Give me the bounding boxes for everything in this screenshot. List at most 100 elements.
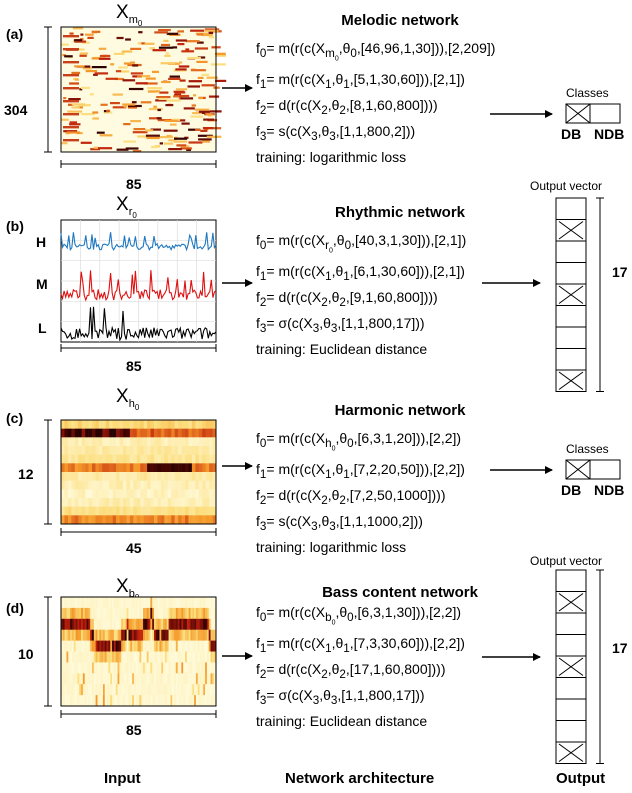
heatmap-cell bbox=[102, 515, 107, 525]
heatmap-cell bbox=[92, 618, 95, 630]
heatmap-cell bbox=[99, 629, 102, 641]
heatmap-cell bbox=[61, 437, 65, 447]
heatmap-cell bbox=[175, 597, 178, 609]
heatmap-cell bbox=[102, 673, 106, 685]
heatmap-cell bbox=[110, 673, 113, 685]
heatmap-cell bbox=[64, 607, 67, 620]
heatmap-cell bbox=[61, 498, 65, 507]
heatmap-cell bbox=[148, 90, 161, 93]
heatmap-cell bbox=[181, 50, 195, 53]
heatmap-cell bbox=[122, 79, 136, 82]
heatmap-cell bbox=[139, 684, 142, 696]
heatmap-cell bbox=[143, 640, 146, 652]
heatmap-cell bbox=[121, 607, 124, 620]
heatmap-cell bbox=[168, 695, 171, 707]
heatmap-cell bbox=[185, 597, 188, 609]
heatmap-cell bbox=[123, 597, 126, 609]
heatmap-cell bbox=[157, 506, 162, 516]
heatmap-cell bbox=[164, 651, 168, 663]
heatmap-cell bbox=[110, 618, 113, 630]
heatmap-cell bbox=[123, 673, 126, 685]
heatmap-cell bbox=[188, 629, 191, 641]
heatmap-cell bbox=[139, 695, 142, 707]
network-title: Rhythmic network bbox=[334, 204, 466, 221]
heatmap-cell bbox=[143, 489, 148, 499]
heatmap-cell bbox=[64, 480, 69, 490]
heatmap-cell bbox=[88, 684, 91, 696]
heatmap-cell bbox=[78, 472, 82, 481]
heatmap-cell bbox=[133, 454, 138, 464]
heatmap-cell bbox=[150, 597, 153, 609]
heatmap-cell bbox=[183, 597, 186, 609]
heatmap-cell bbox=[164, 489, 169, 499]
heatmap-cell bbox=[73, 597, 76, 609]
heatmap-cell bbox=[132, 131, 148, 134]
heatmap-cell bbox=[92, 463, 96, 473]
heatmap-cell bbox=[61, 607, 64, 620]
heatmap-cell bbox=[158, 46, 174, 49]
heatmap-cell bbox=[205, 437, 210, 447]
heatmap-cell bbox=[172, 597, 175, 609]
formula-block: f0= m(r(c(Xm0,θ0,[46,96,1,30])),[2,209])… bbox=[256, 38, 495, 167]
heatmap-cell bbox=[199, 662, 202, 674]
heatmap-cell bbox=[201, 597, 204, 609]
heatmap-cell bbox=[104, 651, 107, 663]
heatmap-cell bbox=[119, 446, 124, 455]
heatmap-cell bbox=[210, 597, 213, 609]
heatmap-cell bbox=[123, 446, 127, 455]
panel-letter: (c) bbox=[6, 410, 24, 426]
heatmap-cell bbox=[71, 106, 80, 109]
heatmap-cell bbox=[68, 640, 71, 652]
panel-letter: (b) bbox=[6, 218, 24, 234]
heatmap-cell bbox=[71, 437, 76, 447]
heatmap-cell bbox=[61, 684, 64, 696]
heatmap-cell bbox=[135, 695, 138, 707]
heatmap-cell bbox=[181, 662, 184, 674]
heatmap-cell bbox=[141, 684, 144, 696]
heatmap-cell bbox=[94, 72, 108, 75]
heatmap-cell bbox=[164, 629, 168, 641]
heatmap-cell bbox=[197, 56, 206, 59]
output-vector-label: Output vector bbox=[530, 554, 603, 568]
heatmap-cell bbox=[201, 662, 204, 674]
heatmap-cell bbox=[203, 662, 206, 674]
heatmap-cell bbox=[93, 662, 96, 674]
heatmap-cell bbox=[82, 67, 92, 70]
heatmap-cell bbox=[186, 695, 189, 707]
heatmap-cell bbox=[163, 640, 166, 652]
heatmap-cell bbox=[206, 684, 209, 696]
heatmap-cell bbox=[119, 629, 122, 641]
heatmap-cell bbox=[85, 33, 94, 36]
heatmap-cell bbox=[102, 437, 107, 447]
heatmap-cell bbox=[204, 28, 220, 31]
heatmap-cell bbox=[188, 472, 193, 481]
heatmap-cell bbox=[186, 148, 191, 151]
heatmap-cell bbox=[163, 629, 166, 641]
heatmap-cell bbox=[63, 130, 78, 133]
heatmap-cell bbox=[64, 489, 69, 499]
heatmap-cell bbox=[97, 640, 100, 652]
heatmap-cell bbox=[104, 597, 107, 609]
heatmap-cell bbox=[102, 506, 107, 516]
heatmap-cell bbox=[185, 446, 189, 455]
heatmap-cell bbox=[201, 684, 204, 696]
heatmap-cell bbox=[137, 607, 140, 620]
heatmap-cell bbox=[185, 498, 189, 507]
heatmap-cell bbox=[172, 695, 175, 707]
heatmap-cell bbox=[61, 618, 64, 630]
heatmap-cell bbox=[212, 472, 217, 481]
heatmap-cell bbox=[104, 618, 107, 630]
heatmap-cell bbox=[149, 47, 155, 50]
heatmap-cell bbox=[174, 93, 182, 96]
heatmap-cell bbox=[122, 103, 136, 106]
heatmap-cell bbox=[113, 640, 116, 652]
heatmap-cell bbox=[135, 684, 138, 696]
heatmap-cell bbox=[112, 106, 127, 109]
heatmap-cell bbox=[183, 107, 195, 110]
heatmap-cell bbox=[64, 618, 67, 630]
heatmap-cell bbox=[77, 597, 80, 609]
heatmap-cell bbox=[202, 515, 206, 525]
heatmap-cell bbox=[188, 128, 201, 131]
heatmap-cell bbox=[81, 498, 86, 507]
heatmap-cell bbox=[196, 33, 204, 36]
